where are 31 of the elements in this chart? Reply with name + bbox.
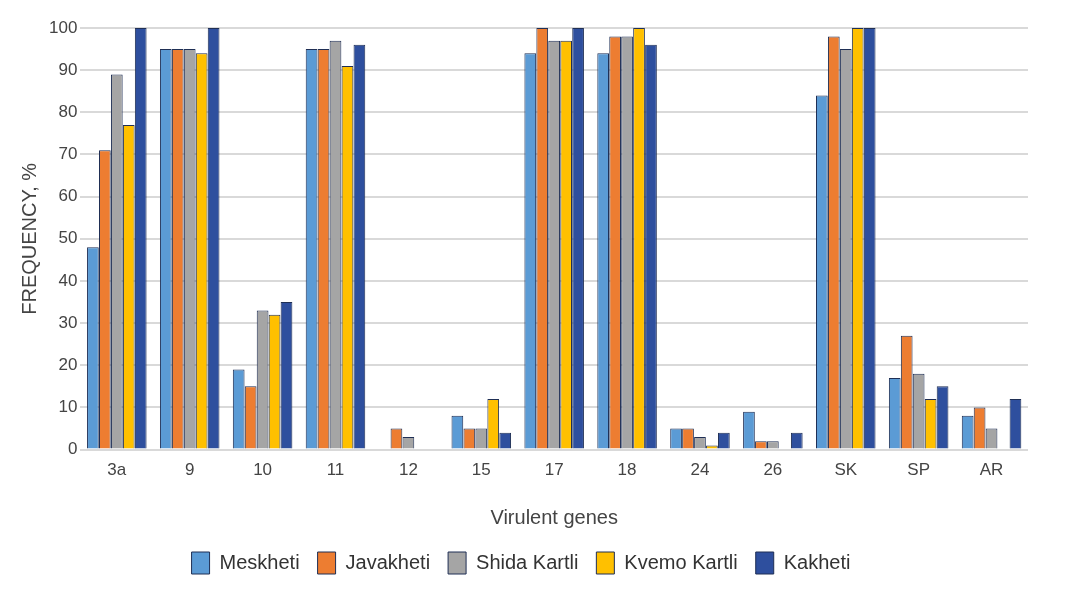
legend-label: Meskheti bbox=[219, 550, 300, 573]
y-tick-label: 0 bbox=[67, 439, 78, 459]
legend-label: Shida Kartli bbox=[476, 550, 579, 573]
x-tick-label: 24 bbox=[690, 460, 710, 480]
x-tick-label: 12 bbox=[398, 460, 418, 480]
y-tick-label: 30 bbox=[58, 312, 78, 332]
y-tick-label: 20 bbox=[58, 354, 78, 374]
x-axis-title: Virulent genes bbox=[490, 505, 618, 528]
y-tick-label: 90 bbox=[58, 59, 78, 79]
y-tick-label: 100 bbox=[48, 17, 78, 37]
y-tick-label: 60 bbox=[58, 186, 78, 206]
x-tick-label: 15 bbox=[471, 460, 491, 480]
x-tick-label: 11 bbox=[326, 460, 345, 480]
x-tick-label: AR bbox=[979, 460, 1004, 480]
x-tick-label: 3a bbox=[107, 460, 127, 480]
x-tick-label: SP bbox=[907, 460, 930, 480]
x-tick-label: 9 bbox=[184, 460, 195, 480]
y-tick-label: 80 bbox=[58, 102, 78, 122]
legend-label: Kakheti bbox=[783, 550, 851, 573]
y-tick-label: 40 bbox=[58, 270, 78, 290]
x-tick-label: 17 bbox=[544, 460, 564, 480]
x-tick-label: 26 bbox=[763, 460, 783, 480]
y-tick-label: 70 bbox=[58, 144, 78, 164]
y-tick-label: 10 bbox=[58, 397, 78, 417]
x-tick-label: SK bbox=[834, 460, 858, 480]
y-tick-label: 50 bbox=[58, 228, 78, 248]
legend-label: Kvemo Kartli bbox=[624, 550, 738, 573]
x-tick-label: 18 bbox=[617, 460, 637, 480]
y-axis-title: FREQUENCY, % bbox=[17, 162, 40, 315]
x-tick-label: 10 bbox=[253, 460, 273, 480]
legend-label: Javakheti bbox=[345, 550, 431, 573]
